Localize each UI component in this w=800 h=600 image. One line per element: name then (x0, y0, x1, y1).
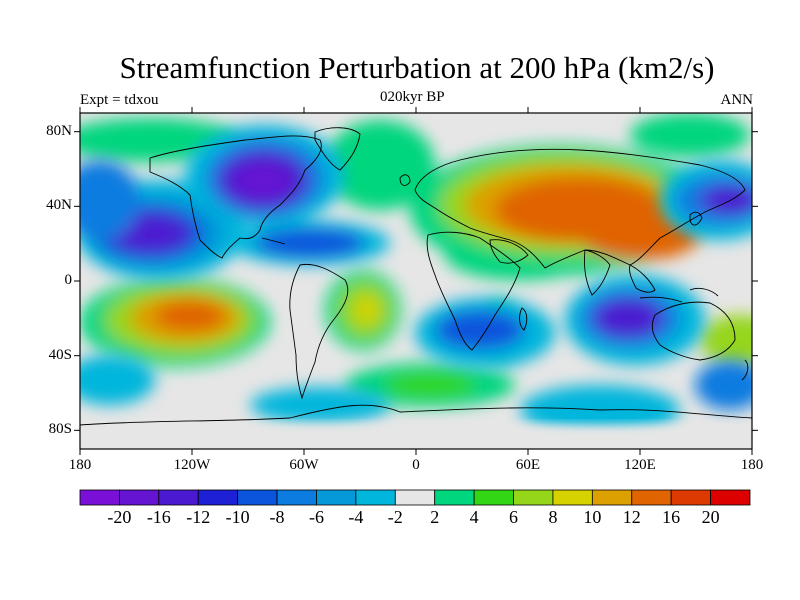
colorbar-label: -10 (225, 507, 250, 527)
colorbar-label: -4 (348, 507, 364, 527)
colorbar-swatch (355, 489, 396, 506)
colorbar-swatch (79, 489, 120, 506)
colorbar-label: 20 (701, 507, 720, 527)
colorbar-swatch (591, 489, 633, 506)
colorbar-swatch (316, 489, 357, 506)
colorbar-label: 4 (469, 507, 479, 527)
colorbar-swatch (237, 489, 278, 506)
colorbar-swatch (513, 489, 554, 506)
colorbar-swatch (631, 489, 672, 506)
colorbar-label: -12 (186, 507, 211, 527)
lat-tick-label: 80N (46, 122, 72, 139)
experiment-label: Expt = tdxou (80, 92, 159, 108)
lon-tick-label: 60E (515, 457, 541, 473)
colorbar-swatch (434, 489, 475, 506)
colorbar-label: 6 (509, 507, 519, 527)
colorbar-swatch (473, 489, 514, 506)
colorbar-label: -6 (308, 507, 324, 527)
colorbar-label: -20 (107, 507, 132, 527)
colorbar-label: 12 (622, 507, 641, 527)
colorbar-swatch (158, 489, 199, 506)
lon-tick-label: 120E (624, 457, 656, 473)
colorbar-swatch (119, 489, 160, 506)
colorbar-label: 10 (583, 507, 602, 527)
lon-tick-label: 0 (412, 457, 420, 473)
lon-tick-label: 180 (740, 457, 764, 473)
axis-ticks (74, 107, 758, 455)
lon-tick-label: 120W (173, 457, 211, 473)
plot-title: Streamfunction Perturbation at 200 hPa (… (119, 50, 715, 85)
colorbar-swatch (710, 489, 751, 506)
lat-tick-label: 80S (48, 421, 72, 438)
colorbar-label: -8 (269, 507, 285, 527)
colorbar-label: -2 (387, 507, 403, 527)
colorbar-label: 2 (430, 507, 440, 527)
colorbar-swatch (394, 489, 436, 506)
colorbar-swatch (276, 489, 317, 506)
lat-tick-label: 40N (46, 197, 72, 214)
lon-tick-label: 180 (68, 457, 92, 473)
lat-tick-label: 0 (64, 272, 73, 288)
season-label: ANN (720, 92, 754, 108)
colorbar-swatch (197, 489, 239, 506)
lat-tick-label: 40S (48, 346, 72, 363)
colorbar-swatch (552, 489, 593, 506)
colorbar-swatch (670, 489, 711, 506)
coastlines (80, 127, 752, 426)
colorbar (79, 489, 751, 506)
colorbar-label: -16 (146, 507, 171, 527)
colorbar-label: 8 (548, 507, 558, 527)
time-label: 020kyr BP (380, 89, 445, 105)
contour-fields (80, 113, 752, 449)
colorbar-label: 16 (662, 507, 681, 527)
lon-tick-label: 60W (289, 457, 319, 473)
